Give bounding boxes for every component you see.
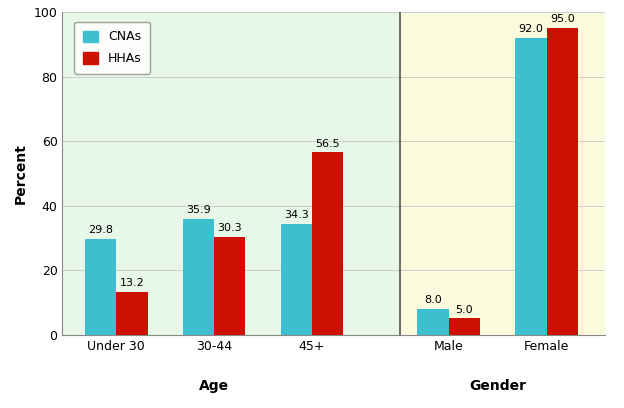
Y-axis label: Percent: Percent xyxy=(14,143,28,204)
Text: 8.0: 8.0 xyxy=(424,295,442,305)
Legend: CNAs, HHAs: CNAs, HHAs xyxy=(74,22,150,74)
Text: Gender: Gender xyxy=(469,379,526,393)
Bar xyxy=(515,38,547,335)
Bar xyxy=(214,237,245,335)
Bar xyxy=(281,224,312,335)
Bar xyxy=(417,309,449,335)
Text: 30.3: 30.3 xyxy=(217,223,242,233)
Text: 5.0: 5.0 xyxy=(456,305,473,315)
Text: Age: Age xyxy=(199,379,229,393)
Bar xyxy=(183,219,214,335)
Bar xyxy=(62,12,400,335)
Bar xyxy=(449,319,480,335)
Text: 34.3: 34.3 xyxy=(284,210,308,220)
Text: 92.0: 92.0 xyxy=(519,24,544,34)
Text: 35.9: 35.9 xyxy=(186,205,211,215)
Bar xyxy=(400,12,605,335)
Text: 29.8: 29.8 xyxy=(88,225,113,235)
Bar xyxy=(116,292,147,335)
Text: 13.2: 13.2 xyxy=(119,278,144,288)
Bar xyxy=(547,29,578,335)
Text: 95.0: 95.0 xyxy=(550,15,575,24)
Bar xyxy=(312,153,343,335)
Bar xyxy=(85,239,116,335)
Text: 56.5: 56.5 xyxy=(315,139,340,149)
